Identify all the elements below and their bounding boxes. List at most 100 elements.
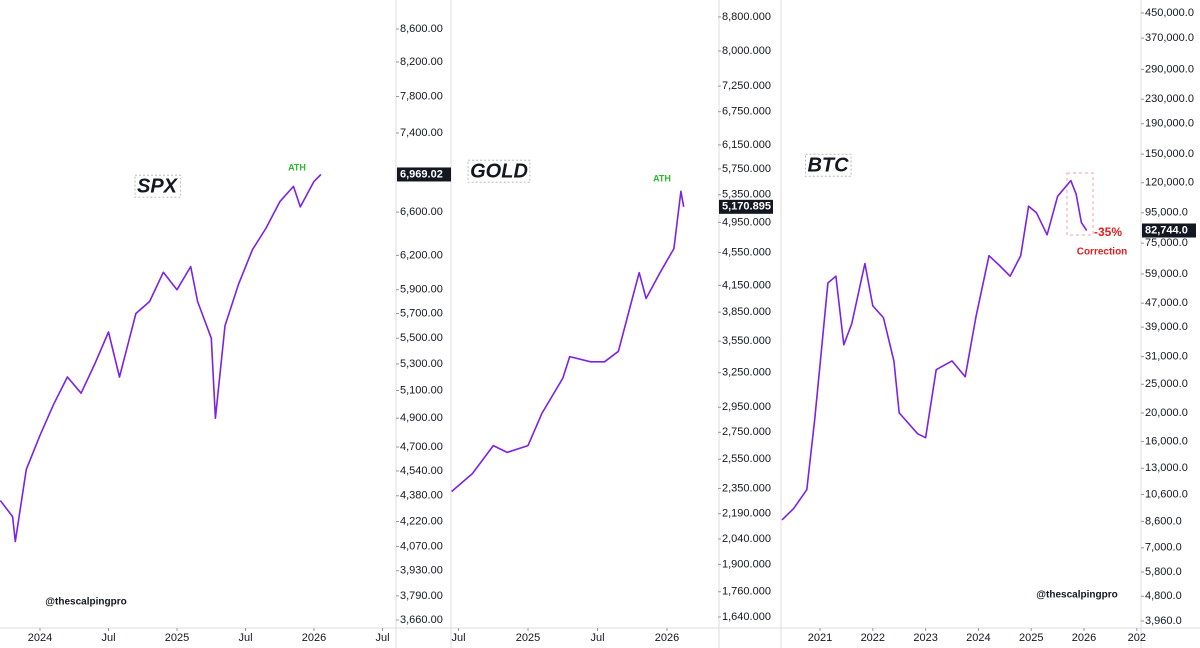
price-tag xyxy=(397,167,451,182)
price-tag xyxy=(1142,223,1196,238)
y-tick-label: 1,900.000 xyxy=(722,558,771,570)
y-tick-label: 5,350.000 xyxy=(722,189,771,201)
x-tick-label: 2022 xyxy=(861,632,885,644)
y-tick-label: 4,800.0 xyxy=(1145,590,1182,602)
y-tick-label: 290,000.0 xyxy=(1145,63,1194,75)
y-tick-label: 5,500.00 xyxy=(400,332,443,344)
price-tag-label: 5,170.895 xyxy=(722,201,771,213)
y-tick-label: 2,950.000 xyxy=(722,401,771,413)
x-tick-label: Jul xyxy=(238,632,252,644)
y-tick-label: 2,550.000 xyxy=(722,453,771,465)
y-tick-label: 3,850.000 xyxy=(722,306,771,318)
x-tick-label: Jul xyxy=(590,632,604,644)
y-tick-label: 4,540.00 xyxy=(400,465,443,477)
y-tick-label: 3,790.00 xyxy=(400,590,443,602)
y-tick-label: 5,300.00 xyxy=(400,358,443,370)
y-tick-label: 2,190.000 xyxy=(722,508,771,520)
y-tick-label: 25,000.0 xyxy=(1145,378,1188,390)
y-tick-label: 31,000.0 xyxy=(1145,351,1188,363)
y-tick-label: 59,000.0 xyxy=(1145,268,1188,280)
x-tick-label: 2025 xyxy=(165,632,189,644)
y-tick-label: 1,640.000 xyxy=(722,611,771,623)
y-tick-label: 6,600.00 xyxy=(400,206,443,218)
y-tick-label: 8,800.000 xyxy=(722,11,771,23)
x-tick-label: 202 xyxy=(1128,632,1146,644)
y-tick-label: 7,000.0 xyxy=(1145,542,1182,554)
price-tag-label: 82,744.0 xyxy=(1145,224,1188,236)
y-tick-label: 7,250.000 xyxy=(722,80,771,92)
x-tick-label: 2026 xyxy=(655,632,679,644)
watermark: @thescalpingpro xyxy=(45,597,126,608)
y-tick-label: 7,400.00 xyxy=(400,127,443,139)
x-tick-label: 2023 xyxy=(913,632,937,644)
price-tag xyxy=(719,199,773,214)
y-tick-label: 4,950.000 xyxy=(722,216,771,228)
x-tick-label: 2025 xyxy=(1019,632,1043,644)
y-tick-label: 3,960.0 xyxy=(1145,615,1182,627)
watermark: @thescalpingpro xyxy=(1036,590,1117,601)
y-tick-label: 3,550.000 xyxy=(722,335,771,347)
annotation: ATH xyxy=(288,162,306,172)
annotation: Correction xyxy=(1077,247,1128,258)
x-tick-label: Jul xyxy=(376,632,390,644)
price-line xyxy=(0,173,322,543)
x-tick-label: 2024 xyxy=(28,632,52,644)
y-tick-label: 8,600.00 xyxy=(400,23,443,35)
y-tick-label: 120,000.0 xyxy=(1145,177,1194,189)
y-tick-label: 10,600.0 xyxy=(1145,488,1188,500)
y-tick-label: 16,000.0 xyxy=(1145,436,1188,448)
y-tick-label: 7,800.00 xyxy=(400,90,443,102)
x-tick-label: 2021 xyxy=(808,632,832,644)
y-tick-label: 1,760.000 xyxy=(722,586,771,598)
x-tick-label: Jul xyxy=(101,632,115,644)
y-tick-label: 4,900.00 xyxy=(400,412,443,424)
y-tick-label: 6,150.000 xyxy=(722,139,771,151)
y-tick-label: 6,750.000 xyxy=(722,106,771,118)
x-tick-label: 2025 xyxy=(516,632,540,644)
y-tick-label: 4,550.000 xyxy=(722,246,771,258)
y-tick-label: 8,200.00 xyxy=(400,56,443,68)
y-tick-label: 4,150.000 xyxy=(722,279,771,291)
y-tick-label: 3,930.00 xyxy=(400,565,443,577)
chart-title: GOLD xyxy=(470,160,528,182)
y-tick-label: 150,000.0 xyxy=(1145,148,1194,160)
y-tick-label: 13,000.0 xyxy=(1145,462,1188,474)
y-tick-label: 5,100.00 xyxy=(400,384,443,396)
title-box xyxy=(134,174,182,198)
correction-box xyxy=(1066,172,1094,236)
y-tick-label: 4,380.00 xyxy=(400,490,443,502)
y-tick-label: 95,000.0 xyxy=(1145,207,1188,219)
y-tick-label: 5,900.00 xyxy=(400,284,443,296)
y-tick-label: 230,000.0 xyxy=(1145,93,1194,105)
y-tick-label: 4,070.00 xyxy=(400,540,443,552)
y-tick-label: 3,250.000 xyxy=(722,367,771,379)
y-tick-label: 2,350.000 xyxy=(722,482,771,494)
price-line xyxy=(451,190,685,493)
x-tick-label: 2024 xyxy=(966,632,990,644)
y-tick-label: 190,000.0 xyxy=(1145,118,1194,130)
annotation: ATH xyxy=(653,173,671,183)
y-tick-label: 8,000.000 xyxy=(722,45,771,57)
y-tick-label: 4,220.00 xyxy=(400,515,443,527)
y-tick-label: 5,700.00 xyxy=(400,307,443,319)
price-tag-label: 6,969.02 xyxy=(400,168,443,180)
title-box xyxy=(467,159,531,183)
y-tick-label: 3,660.00 xyxy=(400,614,443,626)
y-tick-label: 47,000.0 xyxy=(1145,297,1188,309)
x-tick-label: 2026 xyxy=(1072,632,1096,644)
chart-title: BTC xyxy=(807,154,849,176)
y-tick-label: 370,000.0 xyxy=(1145,32,1194,44)
y-tick-label: 2,750.000 xyxy=(722,426,771,438)
y-tick-label: 75,000.0 xyxy=(1145,237,1188,249)
title-box xyxy=(804,153,852,177)
annotation: -35% xyxy=(1094,225,1122,239)
price-line xyxy=(781,179,1088,521)
x-tick-label: 2026 xyxy=(302,632,326,644)
chart-title: SPX xyxy=(137,175,179,197)
y-tick-label: 2,040.000 xyxy=(722,533,771,545)
y-tick-label: 450,000.0 xyxy=(1145,7,1194,19)
y-tick-label: 20,000.0 xyxy=(1145,407,1188,419)
y-tick-label: 5,750.000 xyxy=(722,163,771,175)
